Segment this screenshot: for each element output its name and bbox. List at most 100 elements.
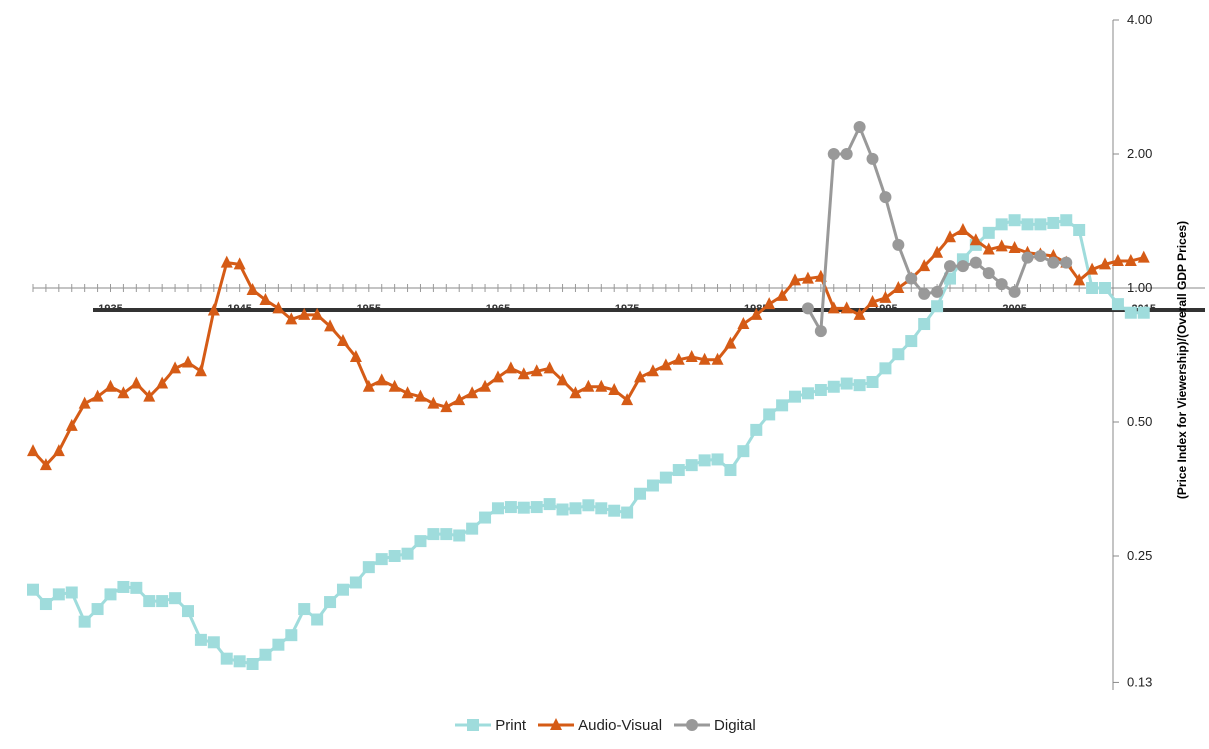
data-point	[892, 281, 905, 293]
series-audio-visual	[27, 222, 1150, 471]
data-point	[840, 148, 853, 160]
series-print	[27, 214, 1150, 670]
data-point	[905, 335, 918, 348]
legend-marker	[550, 718, 563, 730]
data-point	[711, 352, 724, 365]
data-point	[814, 325, 827, 338]
data-point	[169, 592, 182, 605]
data-point	[724, 464, 737, 477]
data-point	[866, 375, 879, 388]
series-digital	[801, 120, 1073, 338]
data-point	[866, 152, 879, 165]
data-point	[621, 393, 634, 406]
data-point	[349, 349, 362, 362]
data-point	[194, 364, 207, 377]
data-point	[220, 652, 233, 665]
data-point	[724, 336, 737, 349]
data-point	[414, 535, 427, 548]
data-point	[479, 511, 492, 524]
data-point	[401, 547, 414, 560]
data-point	[944, 260, 957, 273]
data-point	[608, 383, 621, 396]
data-point	[982, 242, 995, 255]
data-point	[918, 287, 931, 300]
data-point	[931, 300, 944, 313]
legend-item-print: Print	[453, 717, 526, 734]
y-tick-label: 0.13	[1127, 674, 1152, 689]
y-ticks: 0.13 0.25 0.50 1.00 2.00 4.00	[1113, 12, 1152, 689]
data-point	[750, 423, 763, 436]
data-point	[892, 238, 905, 251]
data-point	[569, 502, 582, 515]
legend-item-audio-visual: Audio-Visual	[536, 717, 662, 734]
data-point	[117, 580, 130, 593]
data-point	[1111, 253, 1124, 266]
data-point	[39, 458, 52, 471]
data-point	[427, 396, 440, 409]
data-point	[1060, 256, 1073, 269]
data-point	[517, 501, 530, 514]
data-point	[1111, 298, 1124, 311]
data-point	[737, 445, 750, 458]
data-point	[504, 501, 517, 514]
data-point	[181, 605, 194, 618]
data-point	[763, 297, 776, 310]
data-point	[1073, 223, 1086, 236]
data-point	[698, 454, 711, 467]
data-point	[440, 528, 453, 541]
data-point	[969, 233, 982, 246]
data-point	[556, 373, 569, 386]
data-point	[918, 318, 931, 331]
data-point	[466, 386, 479, 399]
data-point	[776, 288, 789, 301]
data-point	[634, 370, 647, 383]
data-point	[117, 386, 130, 399]
data-point	[259, 648, 272, 661]
data-point	[982, 267, 995, 280]
data-point	[375, 553, 388, 566]
data-point	[491, 370, 504, 383]
data-point	[375, 373, 388, 386]
x-tick-label: 1965	[486, 303, 510, 315]
data-point	[130, 376, 143, 389]
data-point	[324, 596, 337, 609]
data-point	[582, 379, 595, 392]
data-point	[634, 487, 647, 500]
y-axis-title: (Price Index for Viewership)/(Overall GD…	[1175, 221, 1189, 499]
data-point	[298, 603, 311, 616]
data-point	[401, 386, 414, 399]
data-point	[362, 561, 375, 574]
data-point	[65, 418, 78, 431]
data-point	[156, 595, 169, 608]
data-point	[853, 379, 866, 392]
data-point	[595, 379, 608, 392]
data-point	[453, 529, 466, 542]
data-point	[853, 120, 866, 133]
data-point	[1137, 250, 1150, 263]
data-point	[27, 444, 39, 457]
legend-swatch-audio-visual	[538, 718, 575, 730]
data-point	[685, 459, 698, 472]
data-point	[801, 302, 814, 315]
data-point	[750, 307, 763, 320]
data-point	[517, 367, 530, 380]
data-point	[504, 361, 517, 374]
data-point	[905, 272, 918, 285]
data-point	[311, 613, 324, 626]
legend-swatch-print	[455, 719, 492, 731]
data-point	[685, 349, 698, 362]
data-point	[1047, 216, 1060, 229]
data-point	[130, 581, 143, 594]
x-tick-label: 1955	[357, 303, 381, 315]
data-point	[388, 550, 401, 562]
legend-label: Digital	[714, 716, 756, 734]
data-point	[1086, 282, 1099, 294]
data-point	[52, 444, 65, 457]
data-point	[78, 396, 91, 409]
data-point	[336, 334, 349, 347]
data-point	[440, 400, 453, 413]
data-point	[944, 272, 957, 285]
data-point	[233, 655, 246, 668]
data-point	[672, 464, 685, 477]
